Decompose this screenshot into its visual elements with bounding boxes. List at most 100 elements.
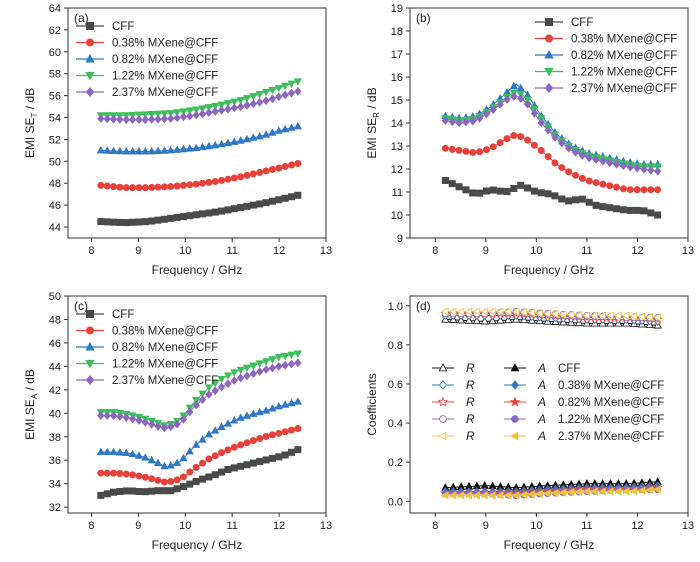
data-point — [476, 189, 484, 197]
data-point — [129, 487, 137, 495]
data-point — [141, 184, 149, 192]
data-point — [440, 491, 449, 500]
data-point — [294, 446, 302, 454]
x-tick-label: 8 — [432, 245, 438, 257]
data-point — [281, 90, 289, 100]
data-point — [243, 439, 251, 447]
data-point — [122, 413, 130, 422]
legend-r-label: R — [466, 361, 475, 375]
legend-label: CFF — [112, 309, 134, 321]
data-point — [261, 88, 271, 97]
data-point — [147, 455, 156, 464]
legend: CFF 0.38% MXene@CFF 0.82% MXene@CFF 1.22% M… — [76, 309, 218, 387]
data-point — [217, 375, 226, 384]
data-point — [249, 201, 257, 209]
data-point — [544, 153, 552, 161]
legend-marker — [86, 38, 95, 47]
data-point — [204, 429, 213, 438]
legend-label: 2.37% MXene@CFF — [112, 375, 218, 387]
data-point — [262, 96, 270, 106]
data-point — [592, 179, 600, 187]
data-point — [565, 143, 573, 153]
data-point — [211, 380, 220, 388]
x-axis-label: Frequency / GHz — [504, 263, 595, 277]
x-tick-label: 9 — [135, 245, 141, 257]
data-point — [606, 182, 614, 190]
data-point — [503, 307, 512, 316]
data-point — [598, 487, 606, 496]
data-point — [97, 469, 105, 477]
plot-frame — [409, 295, 689, 514]
y-tick-label: 44 — [49, 222, 61, 234]
data-point — [192, 440, 201, 448]
data-point — [217, 105, 226, 115]
data-point — [464, 491, 473, 500]
data-point — [578, 151, 586, 160]
data-point — [293, 350, 302, 358]
legend-marker-r — [439, 415, 447, 423]
data-point — [154, 476, 162, 484]
data-point — [237, 462, 245, 470]
data-point — [633, 186, 641, 194]
data-point — [115, 448, 124, 456]
x-tick-label: 11 — [226, 245, 237, 257]
data-point — [135, 472, 143, 480]
series — [97, 86, 302, 125]
data-point — [523, 99, 532, 109]
data-point — [116, 470, 124, 478]
data-point — [160, 478, 168, 486]
legend-marker — [86, 309, 95, 318]
x-tick-label: 10 — [530, 520, 542, 532]
data-point — [148, 420, 156, 429]
y-axis-label-subscript: A — [30, 393, 39, 399]
legend-marker — [85, 360, 95, 369]
data-point — [237, 373, 245, 383]
data-point — [198, 390, 207, 399]
y-tick-label: 56 — [49, 91, 61, 103]
data-point — [268, 431, 276, 439]
data-point — [582, 311, 591, 320]
y-tick-label: 14 — [391, 118, 403, 130]
data-point — [294, 86, 302, 96]
data-point — [275, 164, 283, 172]
x-tick-label: 13 — [320, 245, 332, 257]
y-axis-label: EMI SEA / dB — [23, 369, 39, 440]
data-point — [223, 419, 233, 427]
panel-label: (a) — [74, 11, 89, 25]
data-point — [565, 197, 573, 205]
data-point — [154, 422, 162, 431]
data-point — [256, 168, 264, 176]
data-point — [116, 183, 124, 191]
data-point — [517, 94, 525, 103]
legend-marker — [545, 34, 554, 43]
data-point — [287, 88, 296, 98]
data-point — [647, 186, 655, 194]
data-point — [268, 86, 277, 95]
data-point — [115, 146, 124, 155]
y-tick-label: 0.2 — [388, 457, 403, 469]
data-point — [141, 147, 150, 155]
data-point — [224, 104, 232, 114]
data-point — [262, 199, 270, 207]
data-point — [103, 146, 112, 154]
data-point — [516, 83, 525, 92]
data-point — [488, 316, 497, 325]
data-point — [582, 487, 591, 496]
x-tick-label: 8 — [432, 520, 438, 532]
data-point — [496, 100, 504, 109]
y-tick-label: 40 — [49, 408, 61, 420]
data-point — [230, 137, 239, 145]
data-point — [186, 407, 194, 417]
data-point — [653, 485, 661, 494]
data-point — [147, 146, 156, 155]
data-point — [472, 307, 480, 316]
data-point — [135, 115, 143, 125]
data-point — [261, 358, 271, 366]
data-point — [192, 477, 200, 485]
data-point — [147, 111, 156, 119]
y-tick-label: 12 — [391, 164, 403, 176]
data-point — [647, 209, 655, 217]
y-axis-label-unit: / dB — [23, 369, 37, 394]
data-point — [230, 443, 238, 451]
data-point — [592, 155, 600, 164]
